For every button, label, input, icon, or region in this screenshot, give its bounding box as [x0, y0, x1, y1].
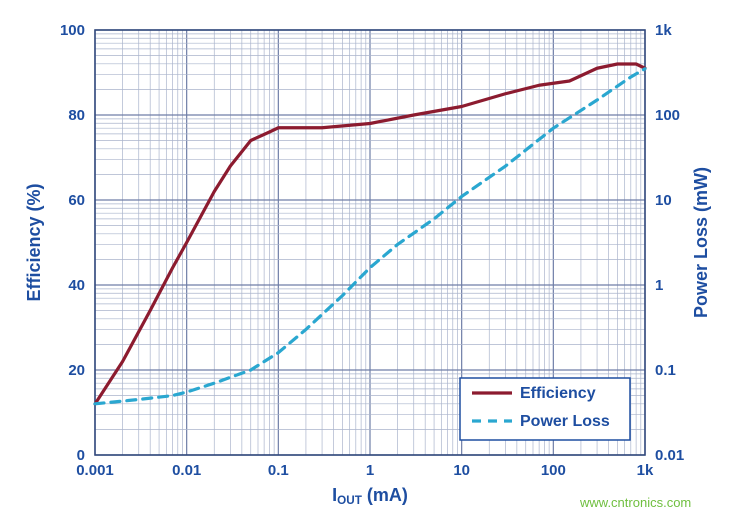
- efficiency-powerloss-chart: 0.001 0.01 0.1 1 10 100 1k 0 20 40 60 80 100 0.01 0.1 1…: [0, 0, 729, 521]
- yright-tick-label: 100: [655, 107, 680, 124]
- x-tick-label: 10: [453, 462, 470, 479]
- x-tick-label: 0.1: [268, 462, 289, 479]
- x-tick-label: 100: [541, 462, 566, 479]
- legend-label: Efficiency: [520, 385, 596, 402]
- yright-tick-label: 0.1: [655, 362, 676, 379]
- watermark-text: www.cntronics.com: [580, 495, 691, 510]
- axis-labels: IOUT (mA) Efficiency (%) Power Loss (mW): [24, 167, 711, 507]
- yright-axis-label: Power Loss (mW): [691, 167, 711, 318]
- x-tick-label: 1: [366, 462, 374, 479]
- yleft-tick-label: 20: [68, 362, 85, 379]
- yright-tick-label: 1k: [655, 22, 672, 39]
- yleft-axis-label: Efficiency (%): [24, 183, 44, 301]
- yleft-tick-label: 80: [68, 107, 85, 124]
- yright-tick-label: 10: [655, 192, 672, 209]
- legend: Efficiency Power Loss: [460, 378, 630, 440]
- yleft-tick-label: 60: [68, 192, 85, 209]
- x-axis-label: IOUT (mA): [332, 485, 408, 507]
- yright-tick-label: 0.01: [655, 447, 684, 464]
- x-tick-label: 0.001: [76, 462, 114, 479]
- x-tick-label: 0.01: [172, 462, 201, 479]
- legend-label: Power Loss: [520, 413, 610, 430]
- yleft-tick-label: 40: [68, 277, 85, 294]
- x-tick-label: 1k: [637, 462, 654, 479]
- yleft-tick-label: 100: [60, 22, 85, 39]
- yright-tick-label: 1: [655, 277, 663, 294]
- yleft-tick-label: 0: [77, 447, 85, 464]
